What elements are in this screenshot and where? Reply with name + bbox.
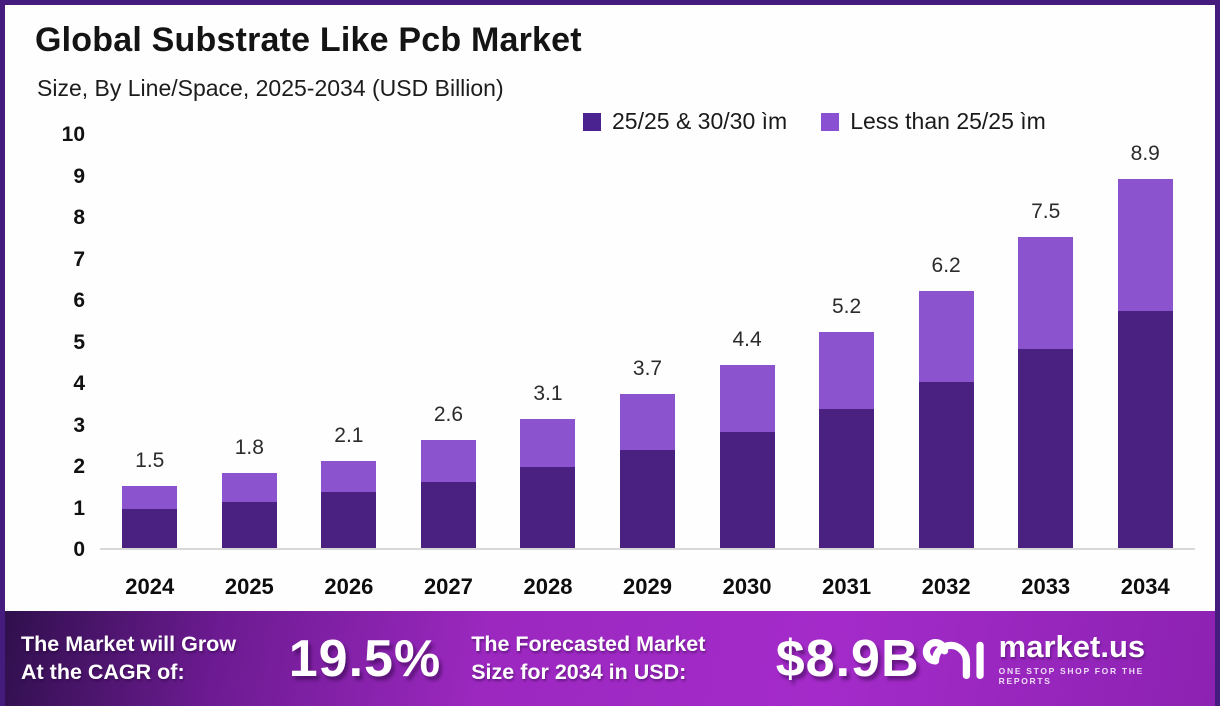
cagr-label-line1: The Market will Grow [21,631,237,656]
bar-segment-dark [620,450,675,548]
bar-total-label: 5.2 [832,295,862,319]
bar-total-label: 4.4 [732,328,762,352]
x-label-2025: 2025 [224,574,274,599]
bar-segment-light [819,332,875,409]
chart-subtitle: Size, By Line/Space, 2025-2034 (USD Bill… [37,75,504,101]
bar-column-2026: 2.1 2026 [299,135,399,599]
bar-total-label: 1.8 [234,436,264,460]
bar-column-2028: 3.1 2028 [498,135,598,599]
legend-label: Less than 25/25 ìm [850,108,1046,134]
x-label-2028: 2028 [523,574,573,599]
bar-column-2030: 4.4 2030 [697,135,797,599]
forecast-label: The Forecasted Market Size for 2034 in U… [471,631,760,687]
bar-segment-light [918,290,974,382]
bar-segment-light [321,460,377,492]
bar-segment-light [520,419,576,468]
logo-wordmark: market.us [998,629,1146,664]
plot-area: 1.5 2024 1.8 2025 2.1 2026 2.6 2027 3.1 2028 3.7 20… [100,135,1195,599]
y-tick-10: 10 [61,123,85,146]
bar-segment-light [719,365,775,432]
x-label-2034: 2034 [1120,574,1170,599]
logo-tagline: ONE STOP SHOP FOR THE REPORTS [998,666,1144,686]
bar-total-label: 1.5 [135,448,165,472]
legend-swatch-icon [821,112,840,131]
forecast-label-line2: Size for 2034 in USD: [471,659,687,684]
legend-label: 25/25 & 30/30 ìm [612,108,788,134]
legend-item-0: 25/25 & 30/30 ìm [583,108,787,135]
y-tick-5: 5 [73,330,85,354]
bar-segment-dark [221,502,277,548]
forecast-value: $8.9B [775,629,920,688]
bar-column-2025: 1.8 2025 [200,135,300,599]
bar-segment-light [1117,178,1173,312]
y-tick-8: 8 [73,206,85,229]
chart-legend: 25/25 & 30/30 ìm Less than 25/25 ìm [583,108,1046,135]
cagr-label-line2: At the CAGR of: [21,659,185,684]
bar-column-2024: 1.5 2024 [100,135,200,599]
bar-total-label: 6.2 [931,253,961,277]
x-label-2030: 2030 [722,574,772,599]
bar-column-2033: 7.5 2033 [996,135,1096,599]
y-tick-6: 6 [73,289,85,312]
bar-column-2034: 8.9 2034 [1095,135,1195,599]
y-tick-9: 9 [73,164,85,188]
y-tick-4: 4 [73,372,85,395]
forecast-label-line1: The Forecasted Market [471,631,706,656]
marketus-logo-icon [922,638,984,679]
marketus-logo: market.us ONE STOP SHOP FOR THE REPORTS [920,631,1199,686]
y-tick-3: 3 [73,413,85,437]
bar-segment-dark [420,481,476,548]
bar-segment-dark [1117,311,1173,548]
bar-total-label: 2.1 [334,423,364,447]
y-tick-0: 0 [73,538,85,561]
bar-total-label: 7.5 [1031,199,1061,223]
y-axis: 0 1 2 3 4 5 6 7 8 9 10 [35,123,85,561]
bar-column-2031: 5.2 2031 [797,135,897,599]
footer-banner: The Market will Grow At the CAGR of: 19.… [5,611,1215,706]
bar-segment-light [1018,236,1074,349]
bar-segment-dark [122,508,178,548]
bar-segment-dark [918,382,974,548]
bar-total-label: 8.9 [1130,141,1160,165]
bar-segment-dark [520,467,576,548]
x-label-2026: 2026 [324,574,374,599]
y-tick-2: 2 [73,455,85,478]
x-label-2033: 2033 [1021,574,1071,599]
bar-column-2029: 3.7 2029 [598,135,698,599]
x-label-2032: 2032 [921,574,971,599]
bar-segment-dark [1018,348,1074,548]
logo-text-block: market.us ONE STOP SHOP FOR THE REPORTS [999,631,1193,686]
cagr-label: The Market will Grow At the CAGR of: [21,631,279,687]
bar-segment-light [620,394,675,451]
bar-total-label: 3.7 [632,357,663,381]
y-tick-1: 1 [73,496,85,520]
x-label-2031: 2031 [822,574,872,599]
bar-segment-dark [321,491,377,548]
y-tick-7: 7 [73,247,85,271]
bar-total-label: 3.1 [533,382,563,406]
legend-item-1: Less than 25/25 ìm [821,108,1046,135]
bar-segment-dark [819,408,875,548]
bar-column-2032: 6.2 2032 [896,135,996,599]
x-label-2029: 2029 [623,574,672,599]
page-title: Global Substrate Like Pcb Market [35,21,582,59]
bar-segment-dark [719,431,775,548]
bar-segment-light [221,473,277,503]
x-label-2024: 2024 [125,574,175,599]
legend-swatch-icon [583,112,601,131]
bar-total-label: 2.6 [433,403,464,427]
x-label-2027: 2027 [423,574,473,599]
bar-segment-light [420,440,476,482]
bar-segment-light [122,485,178,509]
bar-column-2027: 2.6 2027 [399,135,499,599]
cagr-value: 19.5% [288,629,442,688]
